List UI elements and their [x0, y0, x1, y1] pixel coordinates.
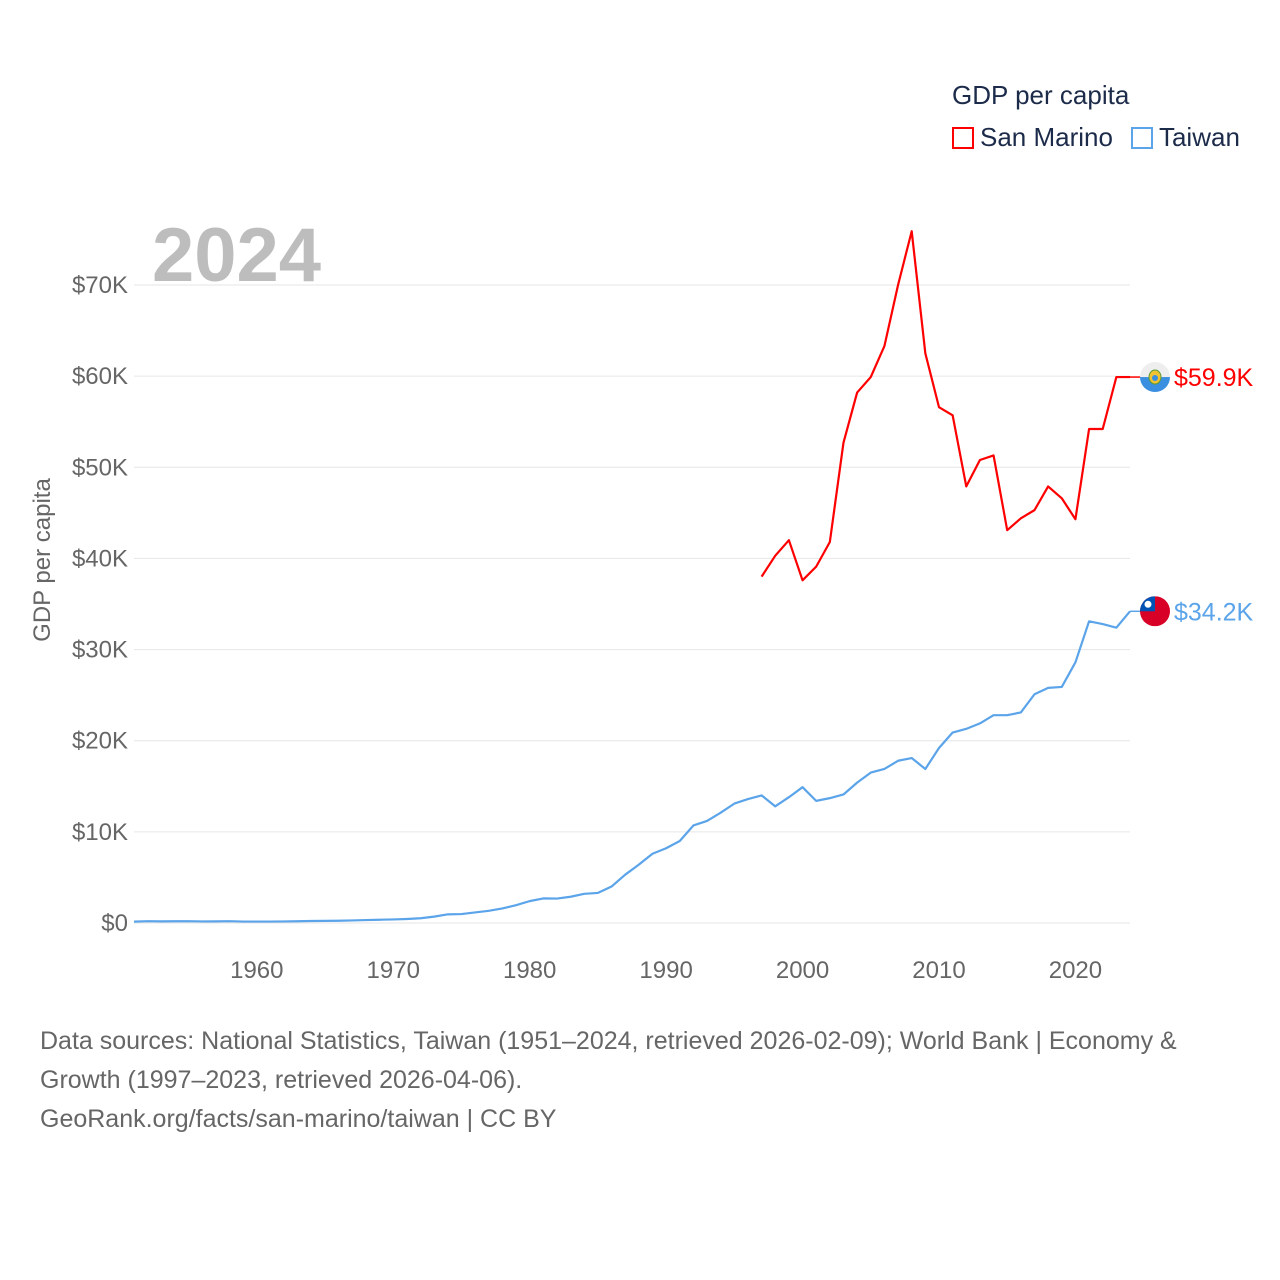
- series-line-taiwan: [133, 610, 1131, 923]
- legend-label: San Marino: [980, 122, 1113, 152]
- x-tick-label: 2000: [776, 957, 829, 984]
- series-line-san-marino: [760, 230, 1130, 582]
- y-axis-ticks: $0 $10K $20K $30K $40K $50K $60K $70K: [72, 272, 128, 937]
- x-tick-label: 1980: [503, 957, 556, 984]
- taiwan-flag-icon: [1140, 596, 1170, 627]
- source-note: Data sources: National Statistics, Taiwa…: [40, 1022, 1240, 1139]
- y-tick-label: $20K: [72, 728, 128, 755]
- current-year-watermark: 2024: [152, 213, 322, 298]
- x-axis-ticks: 1960 1970 1980 1990 2000 2010 2020: [230, 957, 1102, 984]
- legend-title: GDP per capita: [952, 80, 1130, 110]
- y-tick-label: $60K: [72, 363, 128, 390]
- legend-swatch-san-marino: [952, 126, 974, 149]
- x-tick-label: 1970: [367, 957, 420, 984]
- x-tick-label: 2010: [912, 957, 965, 984]
- gridlines: [134, 284, 1130, 924]
- end-labels: $59.9K $34.2K: [1130, 362, 1254, 627]
- y-tick-label: $50K: [72, 454, 128, 481]
- x-tick-label: 1990: [639, 957, 692, 984]
- attribution-link[interactable]: GeoRank.org/facts/san-marino/taiwan | CC…: [40, 1105, 557, 1133]
- san-marino-flag-icon: [1140, 362, 1170, 393]
- series-lines: [133, 230, 1131, 923]
- y-tick-label: $30K: [72, 637, 128, 664]
- y-tick-label: $70K: [72, 272, 128, 299]
- end-value-label: $59.9K: [1174, 364, 1254, 392]
- legend: San Marino Taiwan: [952, 122, 1240, 153]
- y-tick-label: $0: [101, 910, 128, 937]
- x-tick-label: 2020: [1049, 957, 1102, 984]
- x-tick-label: 1960: [230, 957, 283, 984]
- y-tick-label: $40K: [72, 545, 128, 572]
- legend-label: Taiwan: [1158, 122, 1240, 152]
- source-text: Data sources: National Statistics, Taiwa…: [40, 1027, 1177, 1094]
- legend-item-taiwan[interactable]: Taiwan: [1130, 122, 1240, 153]
- legend-item-san-marino[interactable]: San Marino: [952, 122, 1113, 153]
- y-axis-label: GDP per capita: [29, 478, 56, 642]
- end-value-label: $34.2K: [1174, 598, 1254, 626]
- y-tick-label: $10K: [72, 819, 128, 846]
- legend-swatch-taiwan: [1130, 126, 1153, 149]
